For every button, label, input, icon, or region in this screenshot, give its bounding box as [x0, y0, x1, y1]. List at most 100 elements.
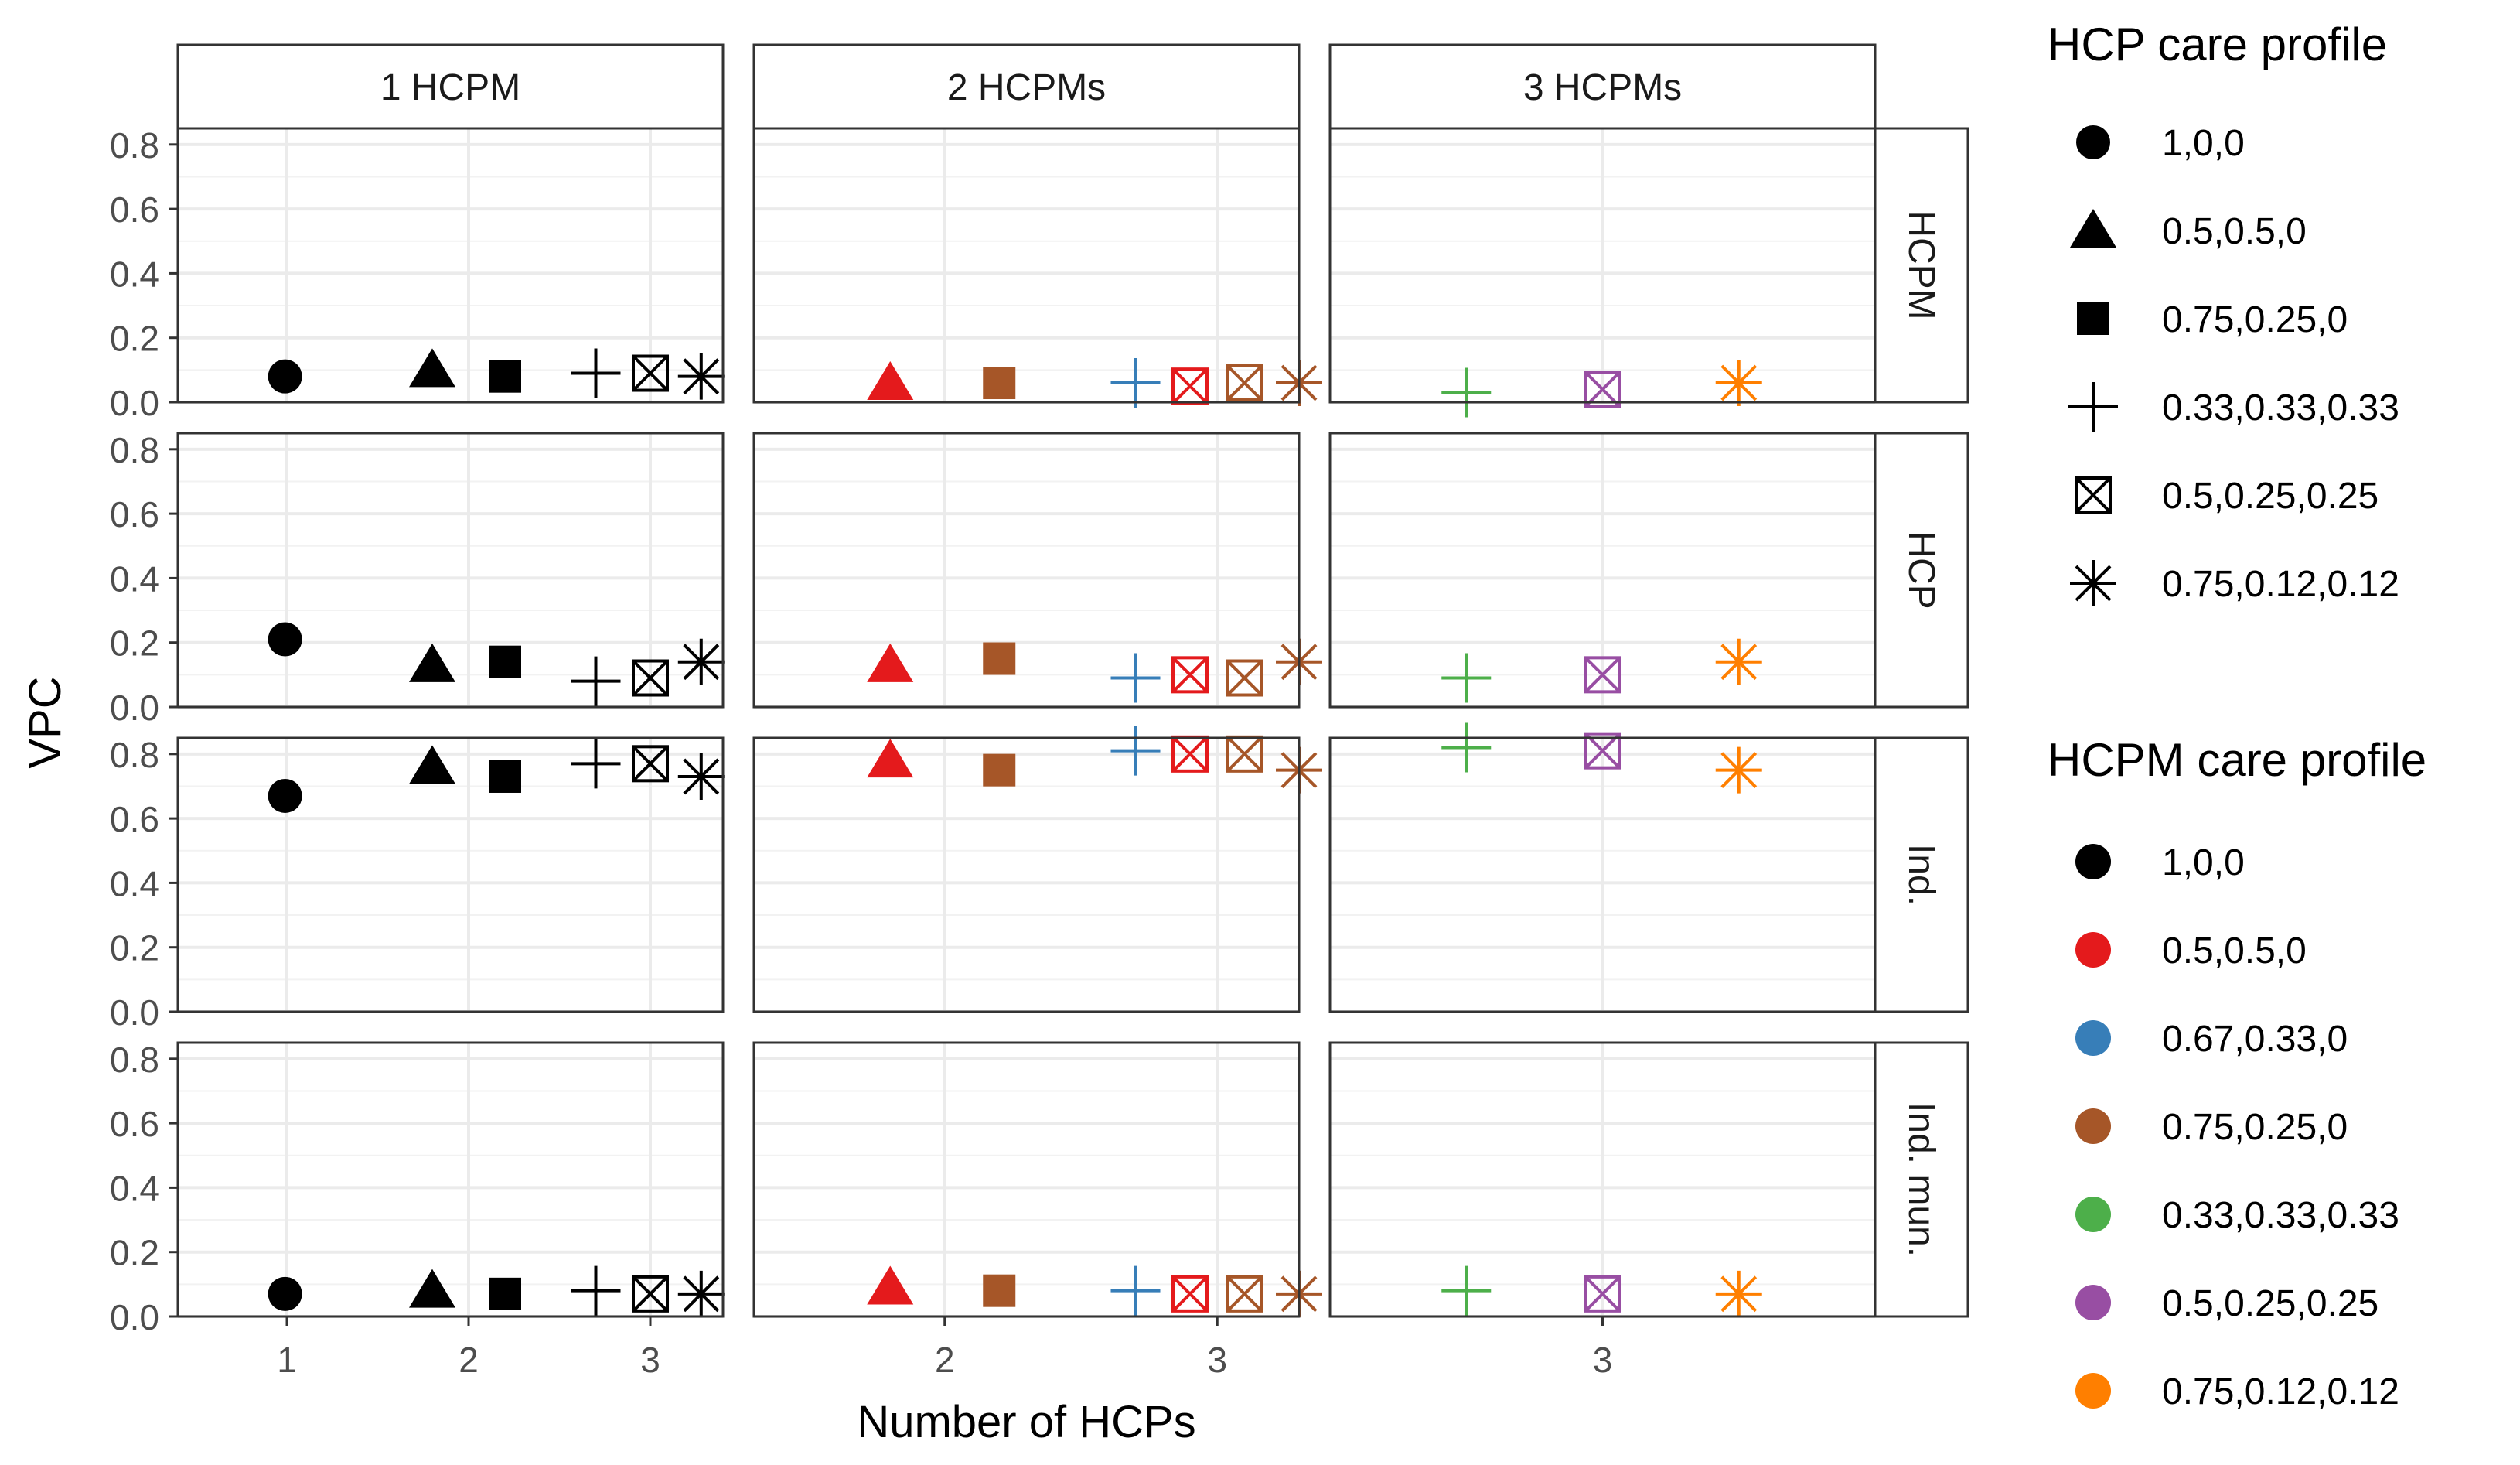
shape-legend-label: 0.5,0.5,0: [2162, 211, 2307, 252]
shape-legend-label: 0.75,0.12,0.12: [2162, 564, 2399, 605]
legend-key-star: [2070, 560, 2116, 606]
data-point-star-arm4: [1720, 644, 1758, 681]
x-tick-label: 3: [1207, 1340, 1227, 1380]
shape-legend-item: 0.75,0.12,0.12: [2070, 560, 2399, 606]
data-point-square: [489, 645, 521, 678]
y-tick-label: 0.0: [110, 688, 159, 728]
data-point-boxx: [1171, 656, 1209, 694]
data-point-square: [489, 760, 521, 793]
color-legend-label: 1,0,0: [2162, 842, 2245, 883]
y-axis-title: VPC: [20, 676, 70, 768]
data-point-plus: [1110, 653, 1161, 703]
y-tick-label: 0.8: [110, 1040, 159, 1080]
data-point-triangle: [867, 739, 914, 778]
data-point-star-arm4: [683, 358, 720, 395]
panel-ind-col2: [752, 726, 1322, 1013]
panel-ind-col1: [176, 736, 725, 1013]
legend-key-boxx: [2075, 476, 2112, 514]
data-point-boxx-diag2: [1584, 371, 1621, 408]
data-point-triangle-mark: [867, 1265, 914, 1305]
data-point-plus: [571, 1265, 621, 1316]
data-point-square-mark: [983, 642, 1016, 675]
color-legend-item: 1,0,0: [2075, 842, 2245, 883]
y-tick-label: 0.6: [110, 494, 159, 534]
x-tick-label: 3: [640, 1340, 660, 1380]
shape-legend: HCP care profile 1,0,0 0.5,0.5,0 0.75,0.25,…: [2048, 19, 2399, 606]
x-tick-label: 3: [1593, 1340, 1613, 1380]
color-legend-item: 0.33,0.33,0.33: [2075, 1195, 2399, 1236]
row-strip-label-1: HCPM: [1901, 210, 1942, 319]
data-point-square-mark: [983, 367, 1016, 400]
y-tick-label: 0.8: [110, 125, 159, 166]
data-point-boxx-diag2: [632, 1275, 669, 1313]
shape-legend-label: 0.75,0.25,0: [2162, 299, 2348, 340]
data-point-boxx-box: [1226, 659, 1263, 697]
row-strip-3: [1874, 736, 1969, 1013]
panel-border: [752, 736, 1301, 1013]
data-point-square-mark: [983, 1274, 1016, 1307]
legend-key-color-dot: [2075, 1373, 2111, 1409]
data-point-star: [677, 353, 725, 400]
data-point-circle-mark: [268, 778, 302, 813]
data-point-star: [677, 638, 725, 685]
data-point-boxx: [1584, 371, 1621, 408]
data-point-square-mark: [489, 760, 521, 793]
data-point-plus: [1110, 726, 1161, 776]
legend-key-triangle-mark: [2070, 209, 2116, 248]
legend-key-triangle: [2070, 209, 2116, 248]
panel-indmun-col3: [1328, 1041, 1877, 1318]
column-strip-label-2: 2 HCPMs: [947, 67, 1106, 108]
data-point-boxx-diag2: [1584, 732, 1621, 770]
data-point-boxx-box: [1584, 1275, 1621, 1313]
data-point-plus: [1110, 1265, 1161, 1316]
data-point-square: [983, 367, 1016, 400]
panel-border: [176, 127, 725, 404]
y-tick-label: 0.2: [110, 623, 159, 664]
legend-key-color-dot: [2075, 932, 2111, 968]
y-tick-label: 0.8: [110, 735, 159, 775]
data-point-star-arm4: [683, 758, 720, 795]
data-point-triangle: [867, 1265, 914, 1305]
color-legend-label: 0.33,0.33,0.33: [2162, 1195, 2399, 1236]
data-point-boxx: [632, 1275, 669, 1313]
data-point-square-mark: [489, 360, 521, 393]
data-point-boxx: [1584, 656, 1621, 694]
shape-legend-item: 1,0,0: [2076, 123, 2245, 164]
shape-legend-item: 0.75,0.25,0: [2077, 299, 2348, 340]
panel-hcpm-col1: [176, 127, 725, 404]
y-tick-label: 0.0: [110, 1297, 159, 1337]
data-point-plus: [1441, 653, 1492, 703]
data-point-plus: [1110, 358, 1161, 408]
legend-key-circle: [2076, 125, 2110, 159]
y-tick-label: 0.0: [110, 992, 159, 1033]
data-point-boxx-box: [632, 659, 669, 697]
color-legend-label: 0.67,0.33,0: [2162, 1019, 2348, 1060]
column-strip-3: [1328, 43, 1877, 130]
data-point-triangle: [867, 361, 914, 401]
data-point-triangle-mark: [867, 361, 914, 401]
y-tick-label: 0.4: [110, 558, 159, 599]
data-point-boxx-diag2: [1584, 1275, 1621, 1313]
data-point-triangle-mark: [867, 643, 914, 682]
legend-key-square: [2077, 302, 2109, 335]
data-point-triangle: [409, 348, 455, 388]
panel-background: [754, 738, 1299, 1012]
row-strip-label-2: HCP: [1901, 531, 1942, 609]
panel-background: [178, 433, 723, 707]
data-point-circle-mark: [268, 622, 302, 657]
row-strip-label-3: Ind.: [1901, 844, 1942, 906]
row-strip-label-4: Ind. mun.: [1901, 1102, 1942, 1257]
data-point-boxx-diag2: [632, 745, 669, 782]
legend-key-star-arm4: [2075, 565, 2112, 602]
data-point-triangle: [409, 745, 455, 784]
y-tick-label: 0.8: [110, 430, 159, 470]
data-point-boxx-box: [1584, 732, 1621, 770]
data-point-boxx-box: [1226, 364, 1263, 402]
data-point-star: [1715, 746, 1762, 794]
y-tick-label: 0.6: [110, 190, 159, 230]
y-tick-label: 0.4: [110, 863, 159, 903]
data-point-star-arm4: [1720, 752, 1758, 789]
legend-key-circle-mark: [2076, 125, 2110, 159]
color-legend-item: 0.67,0.33,0: [2075, 1019, 2348, 1060]
color-legend-label: 0.5,0.5,0: [2162, 931, 2307, 972]
